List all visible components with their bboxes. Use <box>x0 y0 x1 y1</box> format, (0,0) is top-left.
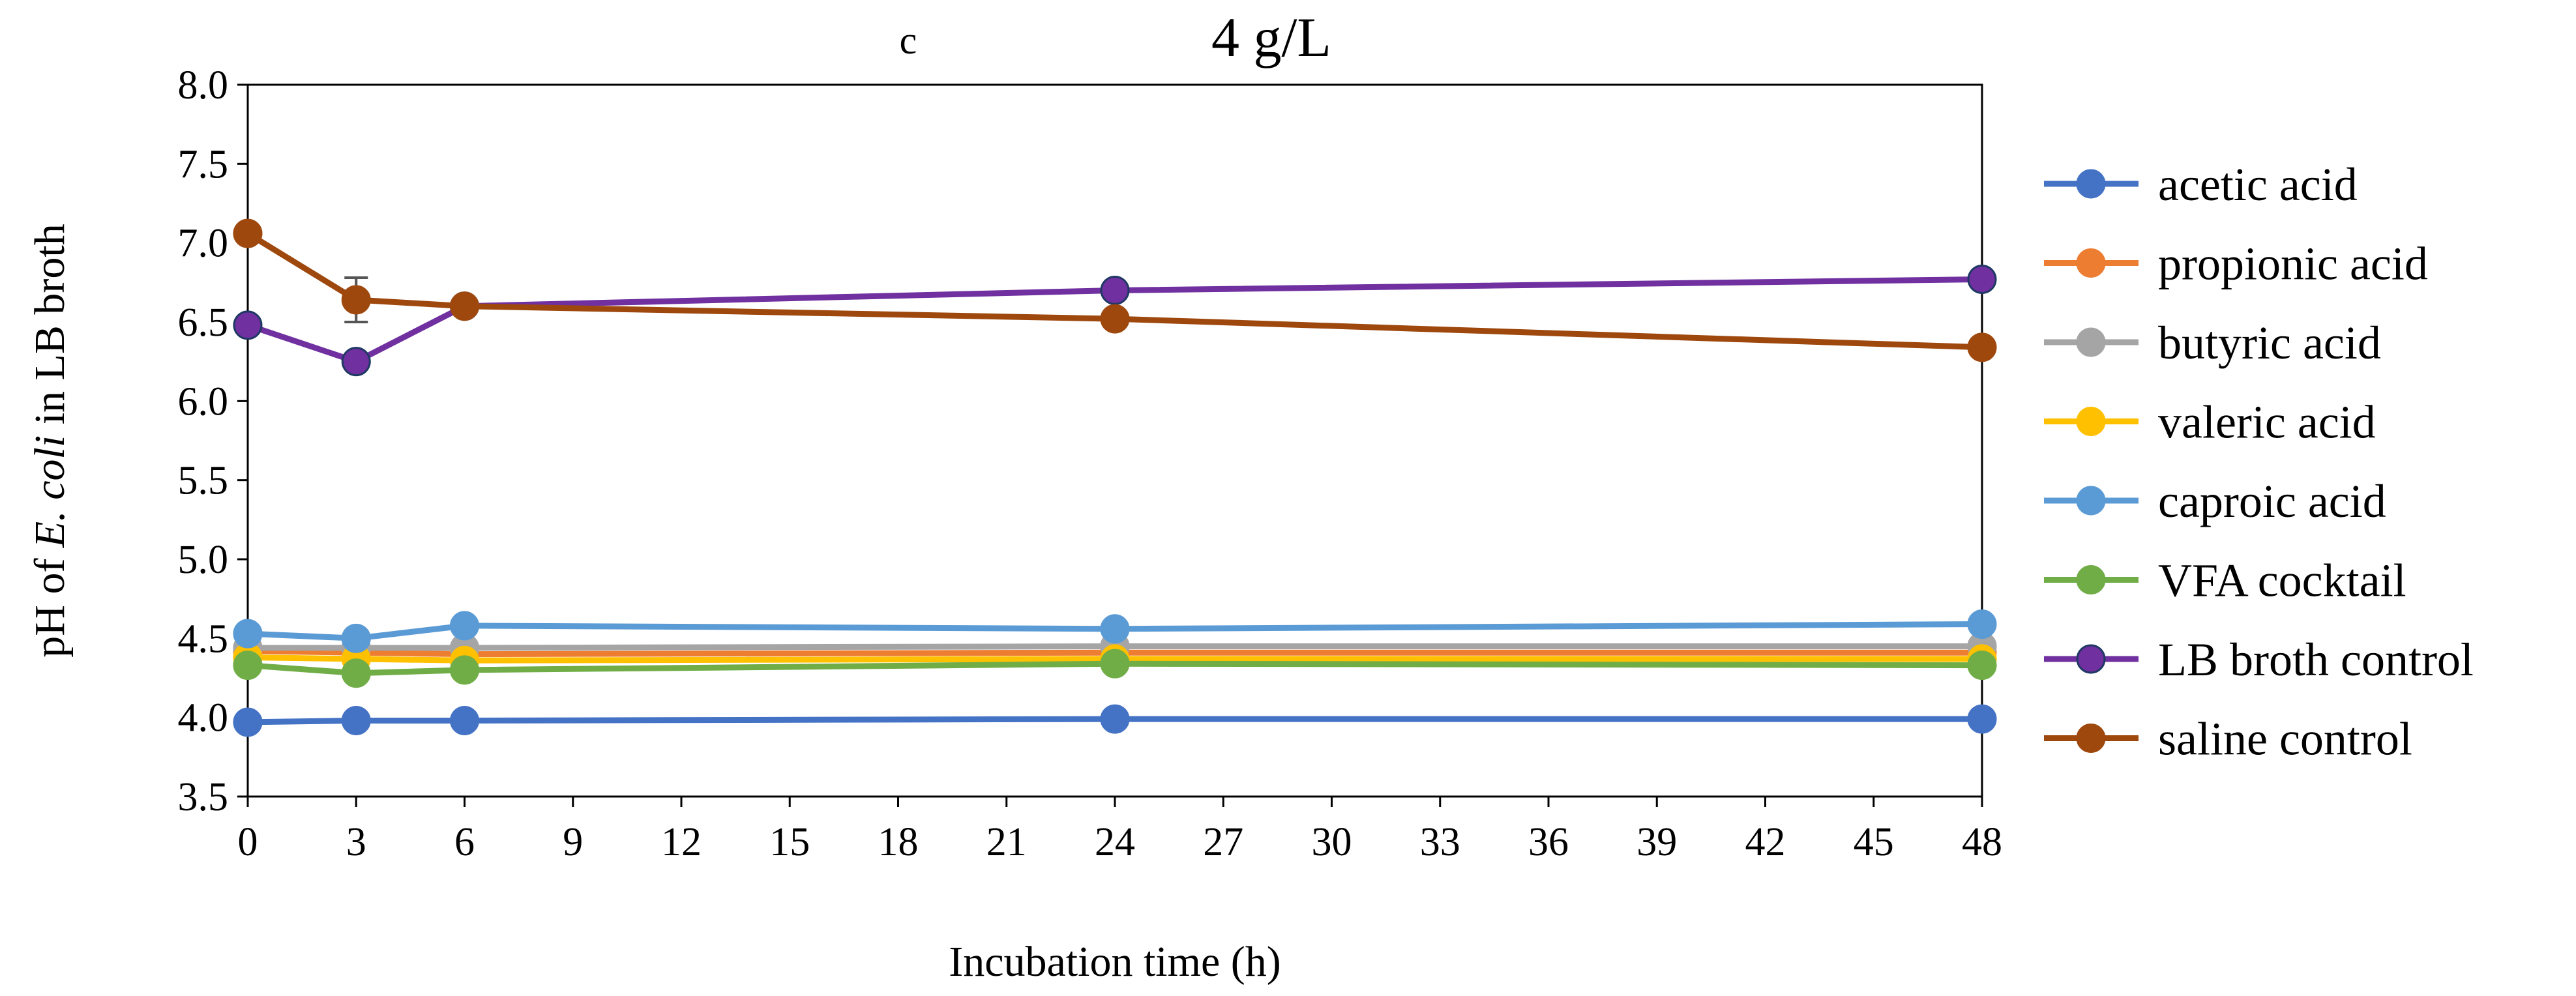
legend-item-caproic-acid: caproic acid <box>2044 475 2386 527</box>
y-tick-label: 3.5 <box>178 775 229 819</box>
data-point <box>341 347 371 377</box>
x-axis-title: Incubation time (h) <box>949 938 1281 986</box>
y-tick-label: 7.5 <box>178 142 229 186</box>
data-point <box>450 611 479 641</box>
data-point <box>233 651 263 681</box>
data-point <box>1967 651 1997 681</box>
x-tick-label: 42 <box>1745 820 1786 864</box>
legend-label: valeric acid <box>2158 396 2376 448</box>
x-tick-label: 12 <box>661 820 702 864</box>
data-point <box>341 706 371 736</box>
x-tick-label: 33 <box>1420 820 1460 864</box>
y-axis-title-part: in LB broth <box>26 224 74 435</box>
data-point <box>233 619 263 649</box>
x-tick-label: 30 <box>1312 820 1352 864</box>
series-vfa-cocktail <box>233 649 1997 688</box>
legend-label: saline control <box>2158 713 2412 765</box>
data-point <box>233 310 263 340</box>
data-point <box>341 285 371 315</box>
data-point <box>341 658 371 688</box>
legend-swatch-marker <box>2076 327 2106 357</box>
y-tick-label: 5.5 <box>178 459 229 503</box>
panel-label: c <box>900 19 917 62</box>
series-caproic-acid <box>233 609 1997 653</box>
legend-swatch-marker <box>2076 644 2106 674</box>
data-point <box>1100 275 1130 305</box>
data-point <box>1100 704 1130 734</box>
y-tick-label: 4.5 <box>178 617 229 661</box>
legend-label: VFA cocktail <box>2158 555 2406 607</box>
data-point <box>450 655 479 685</box>
x-tick-label: 36 <box>1528 820 1569 864</box>
legend-item-lb-broth-control: LB broth control <box>2044 634 2474 686</box>
legend-label: propionic acid <box>2158 238 2428 290</box>
legend-label: caproic acid <box>2158 475 2386 527</box>
x-tick-label: 48 <box>1962 820 2002 864</box>
data-point <box>341 623 371 653</box>
data-point <box>1967 609 1997 639</box>
legend-label: acetic acid <box>2158 158 2358 211</box>
legend-item-propionic-acid: propionic acid <box>2044 238 2428 290</box>
data-point <box>450 291 479 321</box>
y-tick-label: 5.0 <box>178 538 229 582</box>
x-tick-label: 15 <box>769 820 810 864</box>
data-point <box>1967 264 1997 294</box>
chart-title: 4 g/L <box>1211 6 1331 68</box>
x-tick-label: 21 <box>986 820 1027 864</box>
data-point <box>1100 304 1130 334</box>
x-tick-label: 3 <box>346 820 366 864</box>
x-tick-label: 9 <box>563 820 583 864</box>
data-point <box>233 218 263 248</box>
x-tick-label: 39 <box>1636 820 1677 864</box>
legend: acetic acid propionic acid butyric acid val… <box>2044 158 2474 765</box>
x-tick-label: 24 <box>1095 820 1135 864</box>
legend-swatch-marker <box>2076 565 2106 594</box>
legend-item-valeric-acid: valeric acid <box>2044 396 2376 448</box>
y-axis-title-part: pH of <box>26 548 74 658</box>
x-axis: 0 3 6 9 12 15 18 21 24 27 30 33 36 39 42 45 48 <box>238 797 2002 864</box>
x-tick-label: 45 <box>1854 820 1894 864</box>
x-tick-label: 0 <box>238 820 258 864</box>
plot-series <box>233 218 1997 737</box>
legend-label: butyric acid <box>2158 317 2381 369</box>
legend-item-acetic-acid: acetic acid <box>2044 158 2358 211</box>
y-tick-label: 6.5 <box>178 300 229 345</box>
legend-swatch-marker <box>2076 724 2106 753</box>
data-point <box>1967 332 1997 362</box>
y-axis: 3.5 4.0 4.5 5.0 5.5 6.0 6.5 7.0 7.5 8.0 <box>178 63 248 819</box>
x-tick-label: 18 <box>878 820 919 864</box>
y-axis-title: pH of E. coli in LB broth <box>26 224 74 657</box>
x-tick-label: 6 <box>454 820 475 864</box>
data-point <box>1100 649 1130 679</box>
y-tick-label: 4.0 <box>178 696 229 740</box>
y-tick-label: 6.0 <box>178 379 229 424</box>
x-tick-label: 27 <box>1203 820 1243 864</box>
y-axis-title-part: E. coli <box>26 435 74 548</box>
y-tick-label: 7.0 <box>178 222 229 266</box>
data-point <box>1967 704 1997 734</box>
data-point <box>450 706 479 736</box>
legend-item-saline-control: saline control <box>2044 713 2412 765</box>
legend-label: LB broth control <box>2158 634 2474 686</box>
legend-swatch-marker <box>2076 407 2106 436</box>
legend-item-butyric-acid: butyric acid <box>2044 317 2381 369</box>
series-acetic-acid <box>233 704 1997 737</box>
data-point <box>233 707 263 737</box>
y-tick-label: 8.0 <box>178 63 229 108</box>
legend-swatch-marker <box>2076 248 2106 278</box>
data-point <box>1100 614 1130 644</box>
legend-swatch-marker <box>2076 486 2106 516</box>
legend-item-vfa-cocktail: VFA cocktail <box>2044 555 2406 607</box>
series-saline-control <box>233 218 1997 362</box>
legend-swatch-marker <box>2076 169 2106 199</box>
